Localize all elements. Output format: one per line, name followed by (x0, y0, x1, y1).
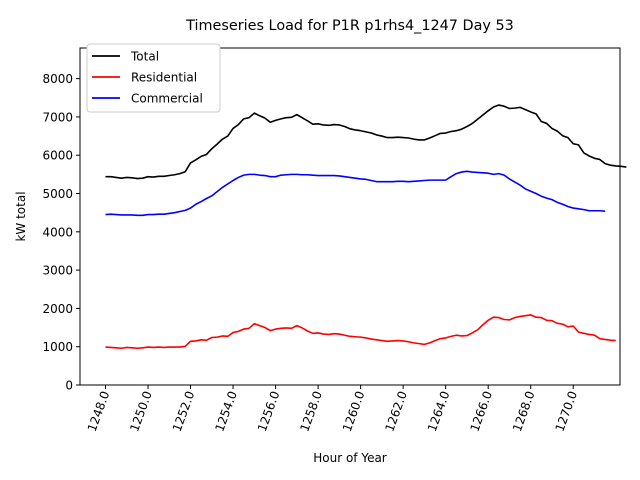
y-tick-label: 6000 (42, 149, 73, 163)
y-tick-label: 2000 (42, 302, 73, 316)
legend-label-residential: Residential (131, 71, 197, 85)
series-line-commercial (105, 170, 606, 217)
x-tick-label: 1268.0 (510, 389, 538, 433)
legend: Total Residential Commercial (86, 43, 221, 113)
axis-ticks: 0 1000 2000 3000 4000 5000 6000 7000 8000 1248.0 1… (42, 72, 580, 433)
y-tick-label: 8000 (42, 72, 73, 86)
y-tick-label: 3000 (42, 264, 73, 278)
x-tick-label: 1266.0 (467, 389, 495, 433)
x-tick-label: 1262.0 (382, 389, 410, 433)
x-tick-label: 1264.0 (425, 389, 453, 433)
chart-title: Timeseries Load for P1R p1rhs4_1247 Day … (185, 18, 514, 34)
plot-area-frame (79, 47, 621, 386)
x-tick-label: 1250.0 (127, 389, 155, 433)
y-tick-label: 0 (65, 379, 73, 393)
legend-label-total: Total (130, 50, 159, 64)
y-tick-label: 1000 (42, 340, 73, 354)
series-layer (105, 104, 627, 350)
series-line-residential (105, 314, 616, 350)
x-tick-label: 1254.0 (212, 389, 240, 433)
y-tick-label: 4000 (42, 225, 73, 239)
y-axis-label: kW total (14, 191, 28, 241)
legend-label-commercial: Commercial (131, 92, 203, 106)
x-tick-label: 1256.0 (255, 389, 283, 433)
y-tick-label: 7000 (42, 110, 73, 124)
x-tick-label: 1270.0 (553, 389, 581, 433)
x-tick-label: 1260.0 (340, 389, 368, 433)
x-tick-label: 1252.0 (170, 389, 198, 433)
series-line-total (105, 104, 627, 180)
x-axis-label: Hour of Year (313, 451, 387, 465)
x-tick-label: 1258.0 (297, 389, 325, 433)
legend-box (86, 43, 221, 113)
x-tick-label: 1248.0 (85, 389, 113, 433)
y-tick-label: 5000 (42, 187, 73, 201)
